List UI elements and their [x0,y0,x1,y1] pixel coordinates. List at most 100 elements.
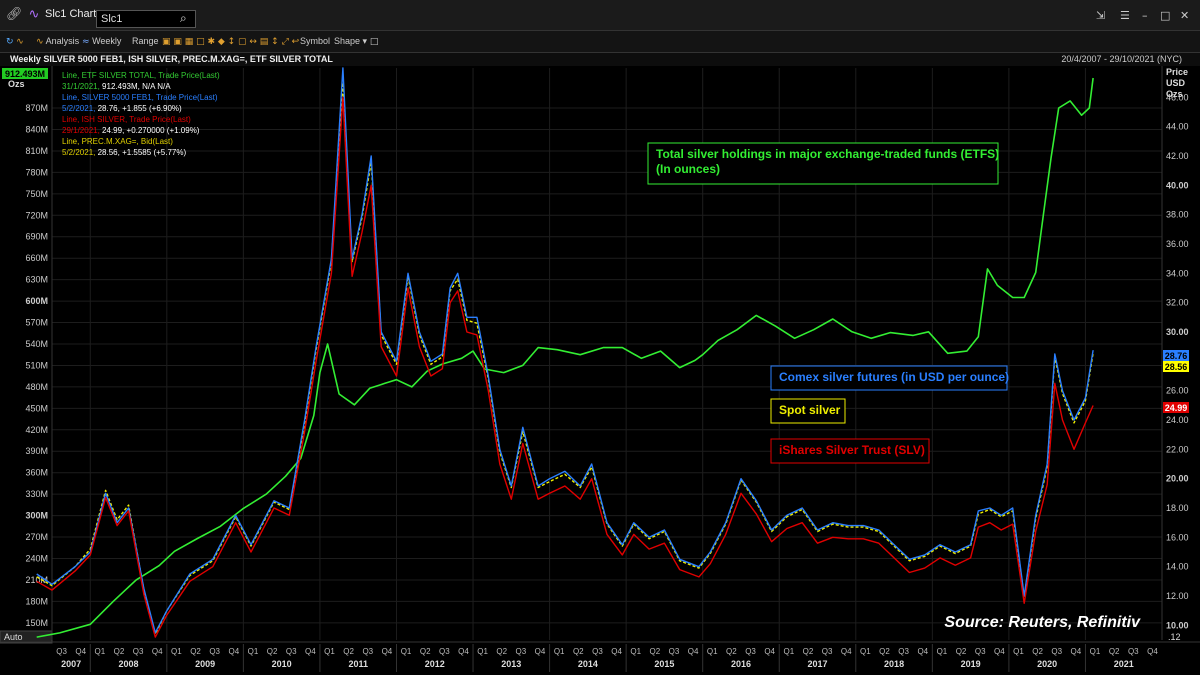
right-tick-label: 12.00 [1166,591,1189,601]
year-label: 2007 [61,659,81,669]
quarter-label: Q2 [573,647,584,656]
right-axis-label: Price [1166,67,1188,77]
left-tick-label: 330M [25,489,48,499]
quarter-label: Q3 [745,647,756,656]
year-label: 2011 [348,659,368,669]
link-icon[interactable]: 🔗︎ [6,7,23,22]
date-range: 20/4/2007 - 29/10/2021 (NYC) [1061,54,1182,64]
symbol-search-input[interactable] [96,10,196,28]
shape-button[interactable]: Shape ▾ □ [334,36,379,47]
annotation-text: Spot silver [779,403,841,417]
quarter-label: Q1 [324,647,335,656]
year-label: 2017 [808,659,828,669]
range-button[interactable]: Range [132,36,159,46]
pin-icon[interactable]: ⇲ [1096,9,1106,22]
right-tick-label: 20.00 [1166,474,1189,484]
refresh-icon[interactable]: ↻ ∿ [6,37,24,47]
quarter-label: Q3 [56,647,67,656]
left-tick-label: 870M [25,103,48,113]
year-label: 2015 [654,659,674,669]
quarter-label: Q2 [420,647,431,656]
legend-value: 28.76, [98,104,122,113]
left-tick-label: 210M [25,575,48,585]
quarter-label: Q3 [669,647,680,656]
interval-button[interactable]: ≈ Weekly [82,36,122,47]
right-current-label: 24.99 [1165,403,1188,413]
right-current-badge [1163,361,1189,372]
quarter-label: Q1 [1090,647,1101,656]
left-tick-label: 450M [25,403,48,413]
auto-label: Auto [4,632,23,642]
year-label: 2013 [501,659,521,669]
quarter-label: Q2 [1109,647,1120,656]
legend-value: +1.5585 [122,148,153,157]
left-tick-label: 660M [25,253,48,263]
legend-value: +0.270000 [127,126,167,135]
quarter-label: Q1 [1013,647,1024,656]
legend-values: 5/2/2021, 28.56, +1.5585 (+5.77%) [62,148,186,157]
right-current-badge [1163,350,1189,361]
minimize-icon[interactable]: – [1142,9,1148,22]
series-line-etf-holdings [36,77,1094,638]
quarter-label: Q2 [879,647,890,656]
series-line-spot-silver [36,82,1094,635]
quarter-label: Q1 [937,647,948,656]
quarter-label: Q3 [975,647,986,656]
right-tick-label: 34.00 [1166,268,1189,278]
legend-value: (+6.90%) [149,104,182,113]
quarter-label: Q1 [860,647,871,656]
quarter-label: Q3 [592,647,603,656]
quarter-label: Q4 [382,647,393,656]
analysis-button[interactable]: ∿ Analysis [36,36,80,47]
year-label: 2009 [195,659,215,669]
left-tick-label: 150M [25,618,48,628]
chart-info-bar: Weekly SILVER 5000 FEB1, ISH SILVER, PRE… [0,53,1200,66]
quarter-label: Q1 [401,647,412,656]
legend-value: 29/1/2021, [62,126,102,135]
right-tick-label: 16.00 [1166,532,1189,542]
drawing-tools-icons[interactable]: ▣ ▣ ▦ □ ✱ ◆ ↕ ▢ ↔ ▤ ↕ ⤢ ↩ [162,37,300,47]
quarter-label: Q2 [803,647,814,656]
annotation-box [647,142,999,185]
left-tick-label: 420M [25,425,48,435]
range-label: Range [132,36,159,46]
symbol-button[interactable]: Symbol [300,36,330,46]
interval-label: Weekly [92,36,122,46]
symbol-label: Symbol [300,36,331,46]
left-tick-label: 570M [25,318,48,328]
quarter-label: Q4 [535,647,546,656]
right-tick-label: 46.00 [1166,92,1189,102]
quarter-label: Q3 [898,647,909,656]
analysis-label: Analysis [45,36,80,46]
chart-toolbar: ↻ ∿ ∿ Analysis ≈ Weekly Range ▣ ▣ ▦ □ ✱ … [0,31,1200,53]
annotations: Total silver holdings in major exchange-… [647,142,1141,631]
quarter-label: Q4 [305,647,316,656]
silver-chart[interactable]: 150M 180M 210M 240M 270M 300M 330M 360M 390M 420M… [0,66,1200,675]
year-label: 2010 [272,659,292,669]
right-tick-label: 18.00 [1166,503,1189,513]
right-tick-label: 32.00 [1166,298,1189,308]
right-tick-label: 24.00 [1166,415,1189,425]
right-tick-label: 30.00 [1166,327,1189,337]
search-icon[interactable]: ⌕ [180,11,187,25]
legend-value: 5/2/2021, [62,104,98,113]
quarter-label: Q2 [1032,647,1043,656]
maximize-icon[interactable]: □ [1160,9,1171,22]
quarter-label: Q2 [267,647,278,656]
left-current-label: 912.493M [5,69,45,79]
quarter-label: Q3 [516,647,527,656]
legend-values: 29/1/2021, 24.99, +0.270000 (+1.09%) [62,126,200,135]
quarter-label: Q3 [1051,647,1062,656]
annotation-text: Comex silver futures (in USD per ounce) [779,370,1009,384]
menu-icon[interactable]: ☰ [1120,9,1130,22]
close-icon[interactable]: ✕ [1180,9,1190,22]
quarter-label: Q3 [822,647,833,656]
quarter-label: Q4 [75,647,86,656]
year-label: 2021 [1114,659,1134,669]
year-label: 2014 [578,659,598,669]
year-label: 2012 [425,659,445,669]
chart-background [0,66,1200,675]
legend-value: (+5.77%) [153,148,186,157]
quarter-label: Q1 [630,647,641,656]
